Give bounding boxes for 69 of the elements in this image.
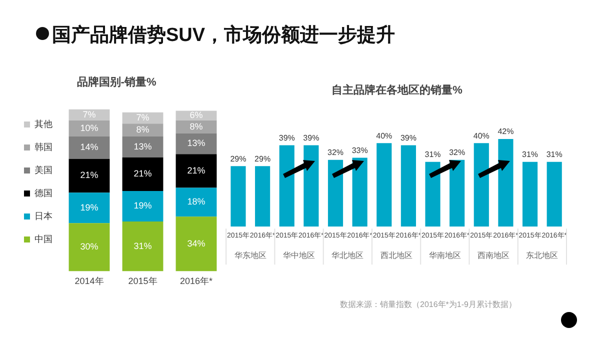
legend-label: 韩国 bbox=[34, 142, 52, 152]
bar bbox=[68, 223, 110, 272]
bar bbox=[230, 166, 246, 227]
data-label: 21% bbox=[187, 165, 206, 176]
x-tick-label: 2015年 bbox=[128, 276, 158, 286]
x-tick-label: 2016年* bbox=[180, 276, 214, 286]
data-label: 13% bbox=[187, 138, 206, 148]
bar bbox=[68, 192, 110, 224]
data-label: 14% bbox=[80, 142, 98, 152]
data-label: 42% bbox=[498, 127, 514, 136]
data-label: 31% bbox=[522, 150, 538, 160]
data-label: 13% bbox=[134, 141, 152, 152]
data-label: 39% bbox=[278, 133, 295, 142]
data-label: 31% bbox=[424, 150, 441, 160]
data-label: 10% bbox=[80, 122, 98, 133]
data-label: 31% bbox=[134, 240, 152, 251]
legend-label: 其他 bbox=[34, 118, 52, 129]
legend-label: 日本 bbox=[34, 210, 52, 221]
data-label: 19% bbox=[80, 202, 98, 212]
text: 西北地区 bbox=[380, 250, 412, 260]
data-label: 32% bbox=[449, 148, 466, 158]
data-label: 29% bbox=[254, 154, 271, 164]
data-label: 40% bbox=[376, 131, 392, 140]
data-label: 19% bbox=[134, 200, 152, 211]
bar bbox=[176, 154, 217, 188]
text: 华中地区 bbox=[283, 250, 316, 260]
data-label: 8% bbox=[190, 121, 203, 132]
bar bbox=[68, 158, 110, 193]
legend-label: 德国 bbox=[34, 188, 52, 198]
data-label: 33% bbox=[352, 146, 368, 155]
text: 国产品牌借势SUV，市场份额进一步提升 bbox=[52, 24, 396, 48]
chart-title: 自主品牌在各地区的销量% bbox=[332, 84, 463, 97]
text: 华东地区 bbox=[234, 250, 266, 260]
data-label: 30% bbox=[80, 242, 98, 252]
data-label: 29% bbox=[230, 154, 246, 164]
text: 东北地区 bbox=[526, 250, 558, 260]
data-label: 39% bbox=[303, 133, 320, 142]
data-label: 18% bbox=[187, 196, 206, 207]
data-label: 31% bbox=[546, 150, 562, 160]
text: 华北地区 bbox=[332, 250, 364, 260]
bar bbox=[122, 157, 164, 191]
bar bbox=[122, 191, 164, 222]
data-label: 8% bbox=[136, 124, 150, 135]
text: 西南地区 bbox=[478, 250, 510, 260]
text: 华南地区 bbox=[428, 250, 461, 260]
bar bbox=[400, 145, 416, 227]
bar bbox=[176, 216, 217, 272]
data-label: 34% bbox=[187, 238, 206, 248]
data-label: 40% bbox=[473, 131, 490, 140]
bar bbox=[122, 124, 164, 136]
bar bbox=[176, 188, 217, 217]
chart-title: 品牌国别-销量% bbox=[76, 76, 156, 89]
bar bbox=[255, 166, 270, 227]
legend-label: 美国 bbox=[34, 164, 52, 175]
data-label: 39% bbox=[400, 133, 416, 142]
bar bbox=[376, 143, 392, 227]
bar bbox=[122, 136, 164, 158]
bar bbox=[546, 162, 562, 227]
data-label: 32% bbox=[327, 148, 344, 158]
bar bbox=[68, 136, 110, 159]
bar bbox=[522, 162, 538, 227]
source-note: 数据来源：销量指数（2016年*为1-9月累计数据） bbox=[340, 299, 516, 310]
bar bbox=[122, 221, 164, 272]
data-label: 21% bbox=[134, 168, 152, 179]
legend-label: 中国 bbox=[34, 234, 52, 244]
bar bbox=[176, 120, 217, 134]
bar bbox=[176, 133, 217, 154]
data-label: 21% bbox=[80, 170, 98, 180]
x-tick-label: 2014年 bbox=[74, 276, 104, 286]
